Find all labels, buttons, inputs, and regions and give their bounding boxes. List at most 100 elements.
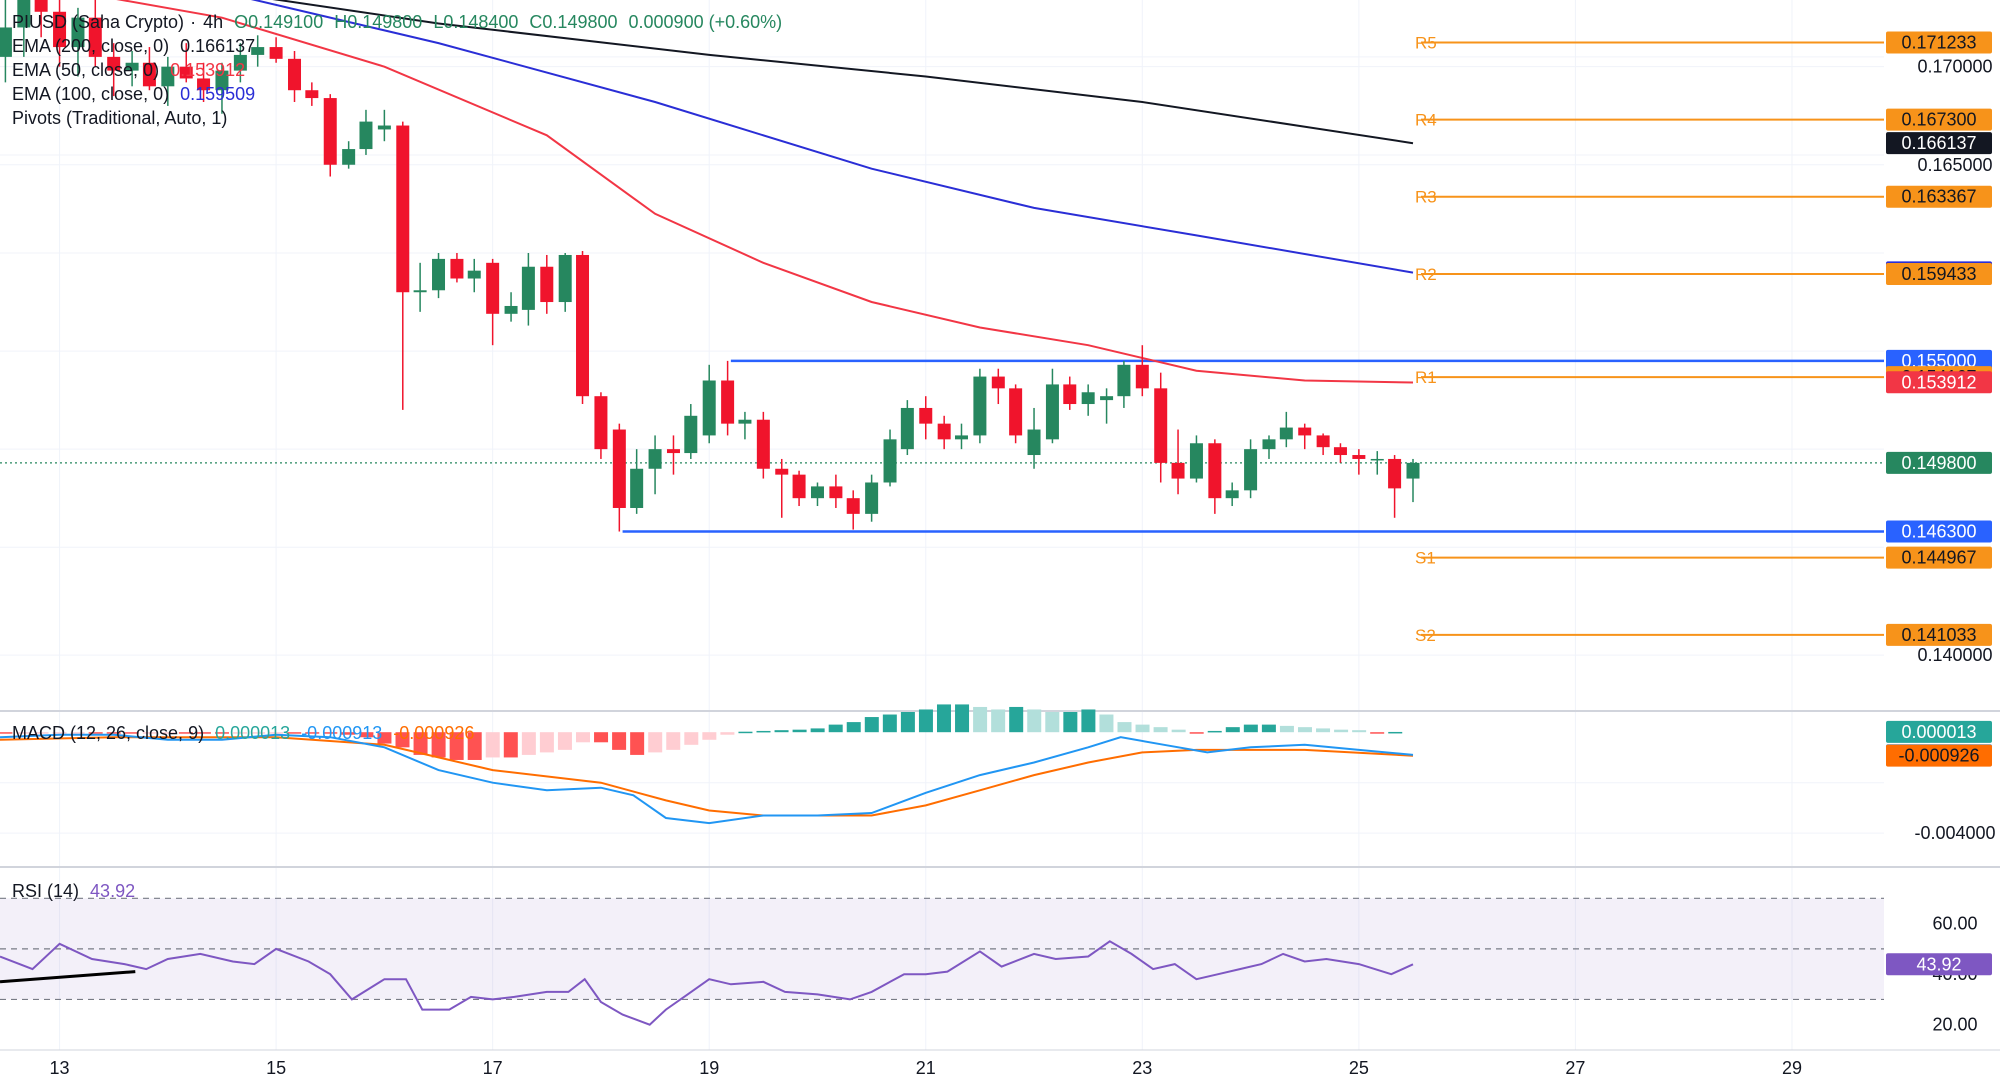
macd-histogram-bar	[1334, 729, 1349, 733]
symbol-name: PIUSD (Saha Crypto)	[12, 12, 185, 32]
price-tag-bg	[1886, 546, 1992, 569]
candle-body	[197, 78, 211, 91]
candle-body	[1171, 462, 1185, 479]
time-axis-tick: 23	[1132, 1058, 1152, 1078]
macd-histogram-bar	[810, 728, 825, 733]
candle-body	[432, 258, 446, 291]
price-tag-bg	[1886, 520, 1992, 543]
macd-histogram-bar	[612, 732, 627, 750]
macd-histogram-bar	[16, 732, 31, 734]
macd-histogram-bar	[269, 732, 284, 734]
ema50-legend: EMA (50, close, 0) 0.153912	[12, 58, 788, 82]
change-value: 0.000900 (+0.60%)	[628, 12, 783, 32]
macd-histogram-bar	[413, 732, 428, 755]
candle-body	[630, 468, 644, 508]
timeframe: 4h	[203, 12, 224, 32]
rsi-band-fill	[0, 898, 1884, 1000]
macd-histogram-bar	[1189, 732, 1204, 734]
candle-body	[540, 266, 554, 303]
close-value: C0.149800	[529, 12, 618, 32]
macd-tag-label: -0.000926	[1898, 746, 1979, 766]
macd-histogram-bar	[431, 732, 446, 758]
price-tag-bg	[1886, 451, 1992, 474]
candle-body	[991, 376, 1005, 389]
candle-body	[34, 0, 48, 12]
candle-body	[486, 262, 500, 314]
candle-body	[1045, 384, 1059, 440]
macd-histogram-bar	[196, 732, 211, 734]
macd-hist-value: 0.000013	[215, 723, 291, 743]
candle-body	[865, 482, 879, 514]
macd-histogram-bar	[323, 732, 338, 734]
macd-histogram-bar	[0, 732, 13, 734]
price-tag-label: 0.155000	[1901, 351, 1976, 371]
open-value: O0.149100	[234, 12, 324, 32]
price-tag-label: 0.163367	[1901, 187, 1976, 207]
macd-histogram-bar	[1207, 730, 1222, 733]
candle-body	[883, 439, 897, 483]
candle-body	[846, 498, 860, 514]
price-tag-bg	[1886, 262, 1992, 285]
candle-body	[1208, 443, 1222, 499]
macd-line	[0, 733, 1414, 825]
ema100-legend: EMA (100, close, 0) 0.159509	[12, 82, 788, 106]
pivot-label-r2: R2	[1415, 265, 1437, 284]
pivot-label-r3: R3	[1415, 188, 1437, 207]
macd-histogram-bar	[395, 732, 410, 748]
macd-label: MACD (12, 26, close, 9)	[12, 723, 205, 743]
price-tag-label: 0.144967	[1901, 548, 1976, 568]
macd-histogram-bar	[918, 709, 933, 733]
macd-histogram-bar	[88, 732, 103, 734]
low-value: L0.148400	[433, 12, 519, 32]
ema200-label: EMA (200, close, 0)	[12, 36, 170, 56]
candle-body	[738, 419, 752, 424]
macd-histogram-bar	[900, 712, 915, 733]
macd-histogram-bar	[1316, 728, 1331, 733]
macd-histogram-bar	[792, 729, 807, 733]
macd-histogram-bar	[1370, 732, 1385, 734]
macd-histogram-bar	[485, 732, 500, 758]
candle-body	[521, 266, 535, 310]
pivot-label-r4: R4	[1415, 111, 1437, 130]
pivot-label-s1: S1	[1415, 549, 1436, 568]
macd-histogram-bar	[1153, 727, 1168, 733]
price-axis-tick: 0.140000	[1917, 645, 1992, 665]
rsi-line	[0, 940, 1414, 1026]
macd-tag-bg	[1886, 744, 1992, 767]
macd-histogram-bar	[1388, 731, 1403, 734]
candle-body	[215, 70, 229, 91]
macd-histogram-bar	[1009, 706, 1024, 733]
candle-body	[792, 474, 806, 499]
macd-histogram-bar	[557, 732, 572, 750]
candle-body	[756, 419, 770, 469]
price-tag-label: 0.153912	[1901, 372, 1976, 392]
candle-body	[721, 380, 735, 424]
macd-histogram-bar	[1352, 730, 1367, 733]
macd-histogram-bar	[503, 732, 518, 758]
candle-body	[576, 254, 590, 397]
candle-body	[702, 380, 716, 436]
price-tag-bg	[1886, 623, 1992, 646]
candle-body	[1244, 449, 1258, 491]
macd-histogram-bar	[34, 732, 49, 734]
macd-histogram-bar	[1243, 724, 1258, 733]
macd-line-value: -0.000913	[301, 723, 383, 743]
candle-body	[1135, 364, 1149, 389]
macd-histogram-bar	[1279, 725, 1294, 733]
time-axis-tick: 29	[1782, 1058, 1802, 1078]
ema100-value: 0.159509	[180, 84, 256, 104]
candle-body	[342, 149, 356, 165]
macd-histogram-bar	[1045, 712, 1060, 733]
macd-histogram-bar	[1027, 709, 1042, 733]
candle-body	[71, 17, 85, 48]
price-tag-label: 0.141033	[1901, 625, 1976, 645]
macd-histogram-bar	[233, 732, 248, 734]
candle-body	[0, 27, 12, 57]
candle-body	[396, 125, 410, 293]
macd-axis-tick: -0.004000	[1914, 823, 1995, 843]
pivot-label-r1: R1	[1415, 368, 1437, 387]
macd-histogram-bar	[341, 732, 356, 735]
macd-histogram-bar	[1261, 724, 1276, 733]
macd-histogram-bar	[720, 732, 735, 735]
